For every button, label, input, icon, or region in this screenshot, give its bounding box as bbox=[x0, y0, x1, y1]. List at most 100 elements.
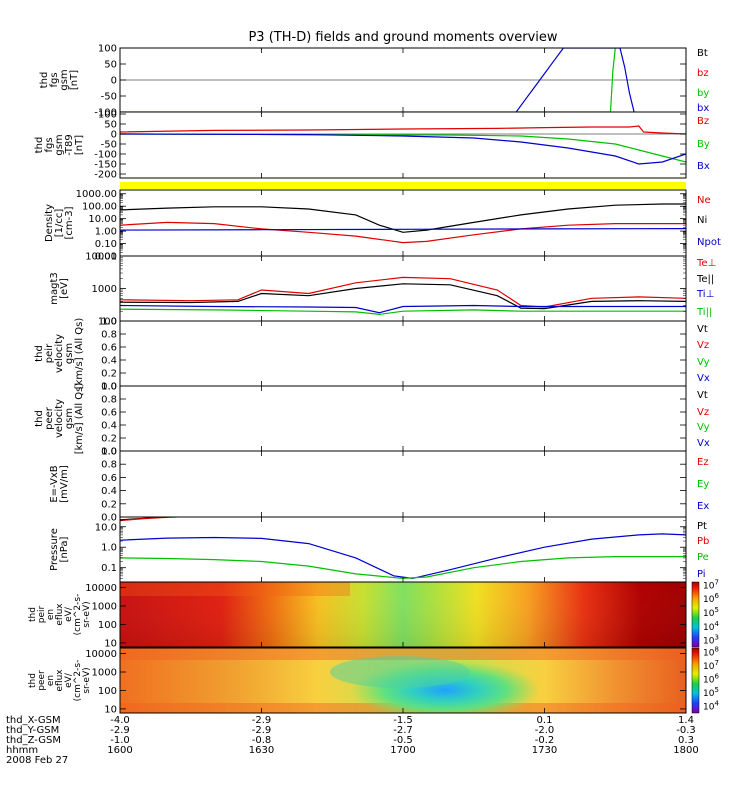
y-axis-label: (cm^2-s- bbox=[73, 594, 83, 636]
time-axis-tick-y_gsm: -2.0 bbox=[535, 725, 555, 736]
spectrogram-peir: thd peir en eflux eV/(cm^2-s-sr-eV) 10000 1000… bbox=[28, 581, 687, 649]
y-tick-label: 100 bbox=[98, 317, 117, 328]
y-axis-label: magt3 bbox=[49, 272, 60, 305]
time-axis-tick-hhmm: 1630 bbox=[249, 745, 274, 756]
y-tick-label: 0.0 bbox=[101, 382, 117, 393]
spectrogram-peer-top-band bbox=[120, 648, 686, 660]
y-tick-label: 1000.00 bbox=[76, 189, 117, 200]
series-fgs-by bbox=[120, 48, 616, 112]
time-axis-tick-hhmm: 1700 bbox=[390, 745, 415, 756]
y-axis-label: [km/s] (All Qs) bbox=[74, 383, 85, 455]
legend-fgs-t89-1: By bbox=[697, 139, 710, 150]
y-tick-label: 0.2 bbox=[101, 434, 117, 445]
y-tick-label: 0.01 bbox=[95, 252, 117, 263]
y-tick-label: 10.0 bbox=[95, 522, 117, 533]
y-axis-label: thd bbox=[34, 345, 45, 362]
y-axis-label: [1/cc] bbox=[54, 209, 65, 238]
y-axis-label: thd bbox=[34, 137, 45, 154]
time-axis-row-label: thd_Y-GSM bbox=[6, 725, 59, 736]
y-axis-label: [cm-3] bbox=[64, 206, 75, 239]
y-tick-label: 0.8 bbox=[101, 460, 117, 471]
colorbar-label: 106 bbox=[703, 592, 719, 605]
panel-peer-velocity: 1.0 0.8 0.6 0.4 0.2 0.0 thd peer velocity gsm [km/… bbox=[34, 382, 710, 458]
chart-title: P3 (TH-D) fields and ground moments over… bbox=[248, 30, 557, 45]
legend-peer-velocity-3: Vx bbox=[697, 438, 710, 449]
y-tick-label: 50 bbox=[104, 120, 117, 131]
time-axis: thd_X-GSMthd_Y-GSMthd_Z-GSMhhmm-4.0-2.9-… bbox=[6, 715, 699, 756]
legend-pressure-2: Pe bbox=[697, 552, 709, 563]
colorbar-label: 104 bbox=[703, 620, 719, 633]
y-tick-label: 0.2 bbox=[101, 369, 117, 380]
y-tick-label: 1.00 bbox=[95, 227, 117, 238]
y-tick-label: 1.0 bbox=[101, 317, 117, 328]
y-axis-label: Pressure bbox=[49, 528, 60, 571]
y-tick-label: 1.0 bbox=[101, 543, 117, 554]
y-tick-label: 100 bbox=[98, 110, 117, 121]
y-tick-label: 0.8 bbox=[101, 395, 117, 406]
series-pressure-pe bbox=[120, 556, 686, 580]
legend-pressure-1: Pb bbox=[697, 536, 709, 547]
legend-pressure-3: Pi bbox=[697, 569, 706, 580]
series-fgs-t89-by bbox=[120, 133, 686, 163]
time-axis-tick-y_gsm: -2.9 bbox=[252, 725, 272, 736]
panel-efield: 1.0 0.8 0.6 0.4 0.2 0.0 E=-VxB [mV/m] Ez Ey Ex bbox=[49, 447, 709, 524]
y-tick-label: 0.4 bbox=[101, 356, 117, 367]
y-axis-label: thd bbox=[39, 72, 50, 89]
time-axis-tick-x_gsm: -1.5 bbox=[393, 715, 413, 726]
y-tick-label: 100.00 bbox=[82, 202, 117, 213]
y-axis-label: [nPa] bbox=[59, 536, 70, 562]
y-tick-label: 100 bbox=[98, 620, 117, 631]
time-axis-row-label: thd_Z-GSM bbox=[6, 735, 61, 746]
y-axis-label: sr-eV) bbox=[82, 667, 92, 693]
time-axis-tick-z_gsm: -0.2 bbox=[535, 735, 555, 746]
series-fgs-bx bbox=[515, 48, 635, 112]
legend-peer-velocity-2: Vy bbox=[697, 422, 710, 433]
y-tick-label: 100 bbox=[98, 44, 117, 55]
colorbar-label: 107 bbox=[703, 659, 719, 672]
y-tick-label: 0.10 bbox=[95, 239, 117, 250]
y-axis-label: (cm^2-s- bbox=[73, 660, 83, 702]
y-axis-label: [eV] bbox=[59, 278, 70, 299]
time-axis-tick-y_gsm: -2.7 bbox=[393, 725, 413, 736]
legend-temperature-0: Te⊥ bbox=[696, 258, 716, 269]
y-axis-label: gsm bbox=[54, 134, 65, 155]
legend-pressure-0: Pt bbox=[697, 521, 707, 532]
y-axis-label: eV/ bbox=[64, 672, 74, 688]
spectrogram-peer: thd peer en eflux eV/(cm^2-s-sr-eV) 10000 1000… bbox=[28, 647, 687, 715]
panel-fgs: 100 50 0 -50 -100 thd fgs gsm [nT] Bt bz by bx bbox=[39, 44, 709, 119]
legend-density-1: Ni bbox=[697, 215, 707, 226]
y-tick-label: 1000 bbox=[92, 668, 117, 679]
y-axis-label: peir bbox=[37, 605, 47, 623]
legend-fgs-3: bx bbox=[697, 103, 709, 114]
yellow-status-bar bbox=[120, 182, 686, 189]
time-axis-tick-hhmm: 1730 bbox=[532, 745, 557, 756]
y-axis-label: eV/ bbox=[64, 606, 74, 622]
series-density-npot bbox=[120, 228, 686, 231]
legend-density-2: Npot bbox=[697, 237, 721, 248]
series-density-ne bbox=[120, 221, 686, 244]
time-axis-tick-x_gsm: 0.1 bbox=[537, 715, 553, 726]
y-axis-label: en bbox=[46, 609, 56, 620]
y-axis-label: thd bbox=[28, 673, 38, 688]
legend-fgs-t89-2: Bx bbox=[697, 161, 710, 172]
legend-peir-velocity-2: Vy bbox=[697, 357, 710, 368]
colorbar-label: 105 bbox=[703, 606, 719, 619]
time-axis-tick-x_gsm: -2.9 bbox=[252, 715, 272, 726]
legend-temperature-2: Ti⊥ bbox=[696, 289, 714, 300]
y-tick-label: 100 bbox=[98, 686, 117, 697]
panel-peir-velocity: 1.0 0.8 0.6 0.4 0.2 0.0 thd peir velocity gsm [km/… bbox=[34, 317, 710, 393]
series-temperature-ti bbox=[120, 308, 686, 316]
time-axis-row-label: thd_X-GSM bbox=[6, 715, 61, 726]
y-tick-label: 0.6 bbox=[101, 343, 117, 354]
y-axis-label: [km/s] (All Qs) bbox=[74, 318, 85, 390]
legend-fgs-0: Bt bbox=[697, 48, 708, 59]
legend-peir-velocity-0: Vt bbox=[697, 324, 708, 335]
time-axis-tick-x_gsm: -4.0 bbox=[110, 715, 130, 726]
y-axis-label: peer bbox=[37, 670, 47, 691]
series-temperature-te bbox=[120, 283, 686, 310]
colorbar-label: 108 bbox=[703, 646, 719, 659]
